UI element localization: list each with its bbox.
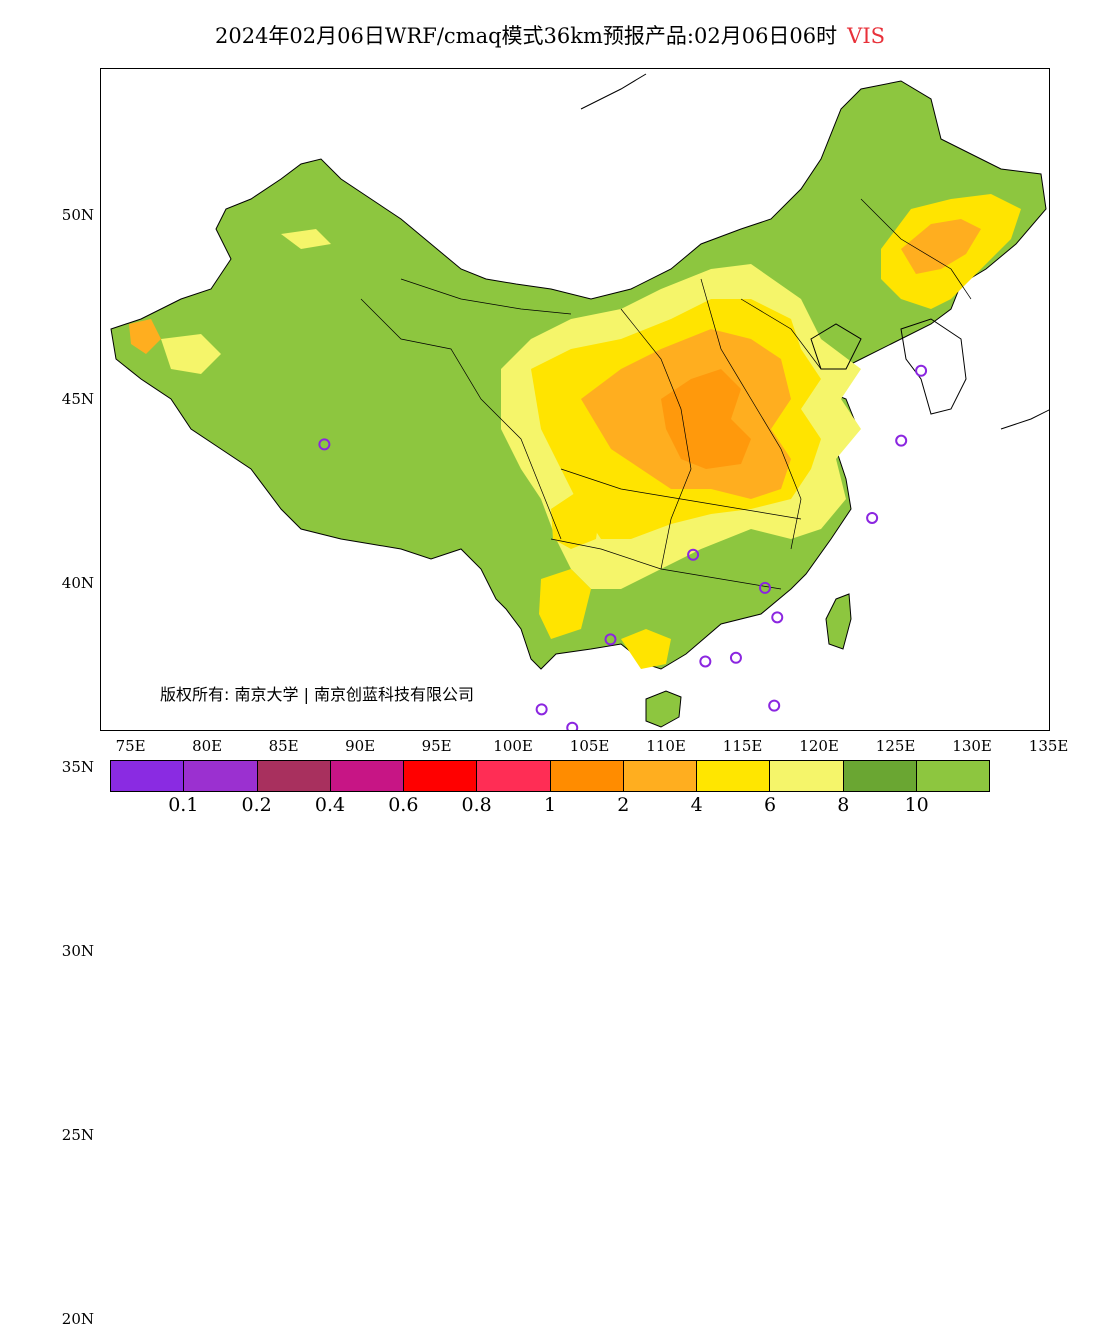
station-marker[interactable]	[866, 511, 879, 524]
yunnan-fog	[539, 569, 591, 639]
lon-label: 75E	[115, 737, 146, 755]
map-title: 2024年02月06日WRF/cmaq模式36km预报产品:02月06日06时 V…	[0, 20, 1100, 50]
legend-color-box	[697, 761, 771, 791]
boundary-line	[360, 298, 562, 540]
legend-color-box	[916, 761, 989, 791]
lat-label: 20N	[61, 1310, 94, 1328]
visibility-shading	[129, 194, 1021, 669]
legend-tick-label: 6	[763, 794, 777, 816]
lon-label: 90E	[345, 737, 376, 755]
title-text: 2024年02月06日WRF/cmaq模式36km预报产品:02月06日06时	[214, 24, 838, 48]
coastline	[580, 73, 1049, 430]
lat-label: 50N	[61, 206, 94, 225]
legend-color-box	[330, 761, 404, 791]
station-marker[interactable]	[895, 434, 908, 447]
japan-coast	[1000, 409, 1049, 430]
station-marker[interactable]	[768, 699, 781, 712]
station-marker[interactable]	[318, 438, 331, 451]
copyright-notice: 版权所有: 南京大学 | 南京创蓝科技有限公司	[160, 685, 475, 704]
station-marker[interactable]	[604, 633, 617, 646]
lat-label: 30N	[61, 942, 94, 961]
legend-color-box	[257, 761, 331, 791]
boundary-line	[400, 278, 572, 315]
station-markers	[318, 364, 928, 731]
station-marker[interactable]	[687, 548, 700, 561]
legend-tick-label: 0.2	[241, 794, 272, 816]
lon-label: 135E	[1028, 737, 1069, 755]
lon-label: 130E	[952, 737, 992, 755]
xinjiang-fog-light	[161, 334, 221, 374]
legend-tick-label: 0.8	[461, 794, 492, 816]
lon-label: 85E	[268, 737, 299, 755]
visibility-map	[110, 73, 1049, 731]
lat-label: 45N	[61, 390, 94, 409]
color-legend	[110, 760, 990, 792]
legend-color-box	[550, 761, 624, 791]
station-marker[interactable]	[759, 581, 772, 594]
lon-label: 110E	[646, 737, 686, 755]
legend-tick-label: 0.6	[388, 794, 419, 816]
legend-color-box	[623, 761, 697, 791]
legend-tick-label: 10	[904, 794, 929, 816]
lon-label: 120E	[799, 737, 839, 755]
sichuan-fog	[551, 489, 601, 549]
guangdong-fog	[621, 629, 671, 669]
station-marker[interactable]	[729, 651, 742, 664]
station-marker[interactable]	[535, 703, 548, 716]
legend-color-box	[404, 761, 478, 791]
boundary-line	[620, 308, 692, 570]
xinjiang-fog-north	[281, 229, 331, 249]
legend-color-box	[477, 761, 551, 791]
lon-label: 105E	[569, 737, 610, 755]
northeast-fog-orange	[901, 219, 981, 274]
lon-label: 115E	[722, 737, 763, 755]
sakhalin-coast	[580, 73, 647, 110]
taiwan-island	[825, 593, 852, 650]
hainan-island	[645, 690, 682, 728]
legend-color-box	[111, 761, 185, 791]
xinjiang-fog-west	[129, 319, 161, 354]
station-marker[interactable]	[699, 655, 712, 668]
boundary-line	[740, 298, 822, 370]
legend-tick-label: 4	[690, 794, 703, 816]
province-boundaries	[360, 198, 972, 590]
legend-tick-label: 1	[543, 794, 557, 816]
station-marker[interactable]	[915, 364, 928, 377]
legend-tick-label: 8	[837, 794, 850, 816]
boundary-line	[560, 468, 802, 520]
lon-label: 95E	[421, 737, 452, 755]
title-variable: VIS	[847, 24, 886, 48]
lon-label: 125E	[875, 737, 916, 755]
lat-label: 35N	[61, 758, 94, 777]
legend-tick-label: 0.4	[314, 794, 346, 816]
legend-tick-label: 0.1	[168, 794, 199, 816]
legend-color-box	[843, 761, 917, 791]
map-frame[interactable]	[100, 68, 1050, 731]
boundary-line	[860, 198, 972, 300]
boundary-line	[550, 538, 782, 590]
legend-color-box	[770, 761, 844, 791]
lat-label: 25N	[61, 1126, 94, 1145]
lon-label: 100E	[493, 737, 533, 755]
lat-label: 40N	[61, 574, 94, 593]
station-marker[interactable]	[566, 721, 579, 731]
bohai-coast	[810, 323, 862, 370]
korea-coast	[900, 318, 967, 415]
lon-label: 80E	[192, 737, 223, 755]
boundary-line	[700, 278, 802, 550]
legend-tick-label: 2	[617, 794, 630, 816]
central-fog-dark-orange	[661, 369, 751, 469]
station-marker[interactable]	[771, 611, 784, 624]
legend-color-box	[184, 761, 258, 791]
